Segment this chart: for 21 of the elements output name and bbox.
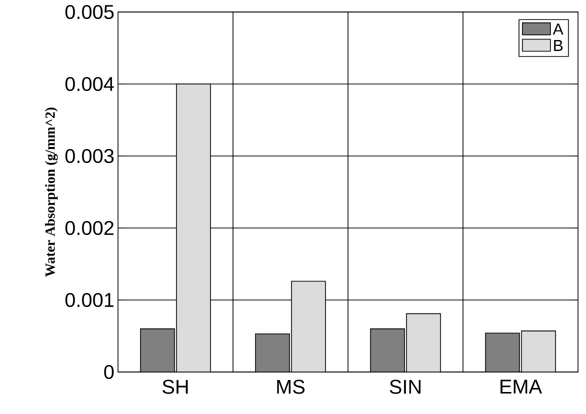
bar xyxy=(370,328,405,372)
y-tick-label: 0.004 xyxy=(65,76,114,92)
bar xyxy=(176,84,211,372)
legend-label: A xyxy=(552,24,564,35)
legend-label: B xyxy=(554,40,563,51)
x-tick-label: EMA xyxy=(500,380,542,394)
bar xyxy=(255,333,290,372)
bar xyxy=(406,313,441,372)
x-tick-label: MS xyxy=(277,380,305,394)
bar xyxy=(521,330,556,372)
x-tick-label: SIN xyxy=(390,380,420,394)
y-tick-label: 0.003 xyxy=(65,148,114,164)
y-tick-label: 0 xyxy=(104,364,114,380)
x-tick-label: SH xyxy=(162,380,188,394)
y-tick-label: 0.001 xyxy=(65,292,114,308)
bar xyxy=(140,328,175,372)
bar xyxy=(485,332,520,372)
bar xyxy=(291,280,326,372)
y-tick-label: 0.002 xyxy=(65,220,114,236)
y-tick-label: 0.005 xyxy=(65,4,114,20)
y-axis-title: Water Absorption (g/mm^2) xyxy=(45,108,58,277)
